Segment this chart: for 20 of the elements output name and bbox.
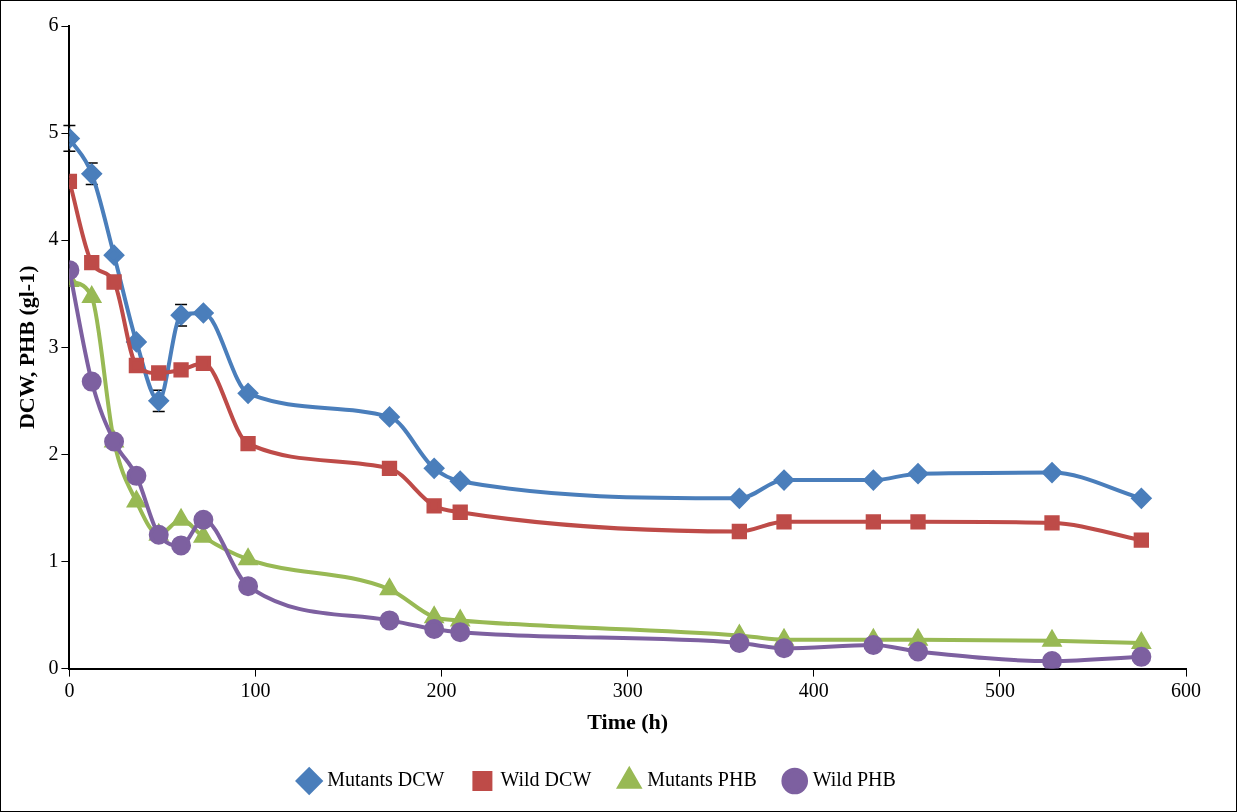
x-tick-label: 400	[798, 678, 829, 701]
y-tick-label: 5	[48, 120, 59, 143]
y-axis-title: DCW, PHB (gl-1)	[13, 265, 39, 430]
legend-label: Mutants PHB	[647, 768, 757, 791]
x-tick-label: 200	[426, 678, 457, 701]
y-tick-label: 1	[48, 548, 59, 571]
y-tick-label: 2	[48, 441, 59, 464]
x-axis-title: Time (h)	[587, 709, 669, 735]
legend-label: Wild PHB	[812, 768, 896, 791]
x-tick-label: 100	[240, 678, 271, 701]
y-tick-label: 4	[48, 227, 59, 250]
legend-label: Wild DCW	[500, 768, 592, 791]
y-tick-label: 6	[48, 13, 59, 36]
legend-label: Mutants DCW	[327, 768, 445, 791]
y-tick-label: 3	[48, 334, 59, 357]
x-tick-label: 500	[984, 678, 1015, 701]
x-tick-label: 0	[64, 678, 75, 701]
y-tick-label: 0	[48, 655, 59, 678]
x-tick-label: 600	[1171, 678, 1201, 701]
x-tick-label: 300	[612, 678, 643, 701]
